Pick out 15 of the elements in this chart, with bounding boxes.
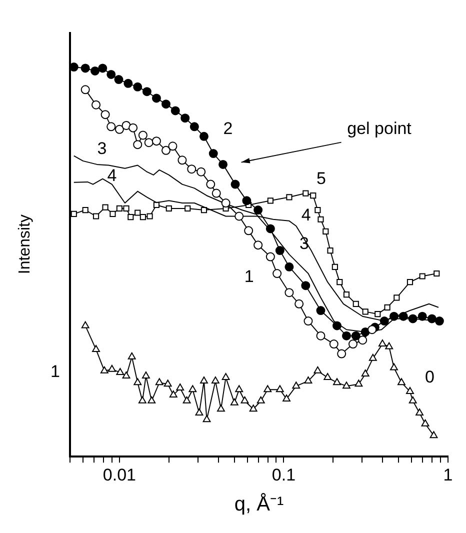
x-tick-label: 1 xyxy=(443,465,453,484)
text: 3 xyxy=(299,234,309,254)
annotation: gel point xyxy=(347,119,412,138)
series-label: 2 xyxy=(223,119,233,138)
text: 1 xyxy=(50,362,60,382)
series-label: 3 xyxy=(97,139,107,158)
series-label: 1 xyxy=(244,266,254,286)
series-label: 4 xyxy=(107,166,117,185)
series-label: 5 xyxy=(316,168,326,188)
text: 4 xyxy=(301,206,311,225)
y-axis-title: Intensity xyxy=(16,214,34,274)
x-tick-label: 0.01 xyxy=(102,465,136,484)
series-label: 0 xyxy=(425,367,434,386)
x-tick-label: 0.1 xyxy=(272,465,296,484)
x-axis-title: q, Å⁻¹ xyxy=(234,492,284,516)
